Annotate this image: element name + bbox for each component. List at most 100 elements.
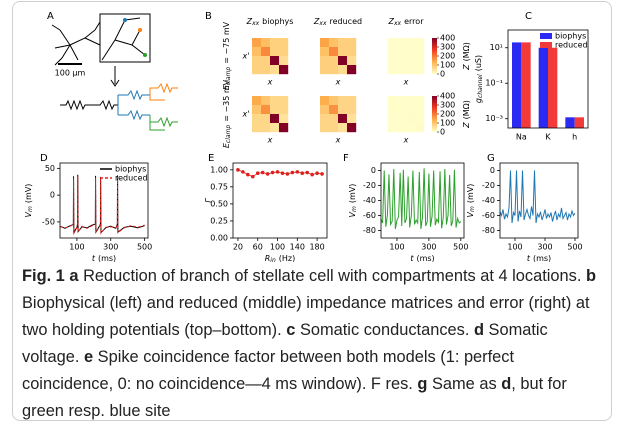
heatmap-cell (397, 65, 407, 75)
series-line (380, 168, 462, 230)
bar (538, 47, 548, 128)
x-tick-label: 60 (253, 243, 263, 252)
marker (310, 172, 314, 177)
label-text: = −75 mV (222, 21, 231, 63)
label-subscript: m (469, 206, 476, 212)
y-tick-label: 10⁻³ (485, 114, 503, 123)
x-tick-label: 20 (233, 243, 243, 252)
branch (101, 17, 146, 61)
caption-text: Somatic conductances. (299, 321, 470, 339)
label-subscript: m (27, 206, 34, 212)
heatmap-cell (329, 38, 339, 48)
heatmap-cell (279, 114, 289, 124)
x-tick-label: Na (516, 133, 527, 142)
marker (255, 171, 260, 176)
colorbar-tick-label: 0 (440, 70, 445, 79)
heatmap-cell (347, 105, 357, 115)
heatmap-cell (252, 38, 262, 48)
heatmap-cell (415, 96, 425, 106)
axis-label: Eclamp = −35 mV (222, 79, 232, 148)
series-line (499, 170, 576, 224)
heatmap-cell (388, 114, 398, 124)
label-text: (mV) (466, 184, 475, 204)
axis-label: Zxx reduced (313, 17, 362, 27)
marker (270, 170, 275, 175)
heatmap-cell (279, 56, 289, 66)
heatmap-cell (329, 123, 339, 133)
label-text: (MΩ) (462, 42, 471, 61)
colorbar-tick-label: 300 (440, 43, 455, 52)
heatmap-cell (397, 38, 407, 48)
heatmap-cell (279, 38, 289, 48)
y-tick-label: 0 (371, 166, 376, 175)
label-symbol: E (222, 84, 231, 90)
panel-label: E (208, 153, 214, 164)
x-tick-label: 300 (103, 243, 118, 252)
heatmap-cell (338, 96, 348, 106)
heatmap-cell (252, 123, 262, 133)
axes-frame (59, 162, 149, 239)
axis-label: t (ms) (92, 254, 116, 263)
marker (280, 171, 285, 176)
caption-bold: d (501, 375, 512, 393)
axis-label: Z (MΩ) (462, 100, 471, 129)
heatmap-cell (320, 105, 330, 115)
axis-label: Vm (mV) (24, 184, 34, 218)
label-symbol: Z (246, 17, 253, 26)
heatmap-cell (270, 56, 280, 66)
label-subscript: clamp (225, 125, 232, 143)
colorbar-tick-label: 300 (440, 101, 455, 110)
heatmap-cell (252, 47, 262, 57)
heatmap-cell (320, 38, 330, 48)
heatmap-cell (329, 47, 339, 57)
x-tick-label: 500 (137, 243, 152, 252)
axis-label: t (ms) (527, 254, 551, 263)
y-tick-label: 0 (490, 166, 495, 175)
caption-text: Biophysical (left) and reduced (middle) … (22, 294, 590, 339)
heatmap-cell (261, 56, 271, 66)
colorbar-tick-label: 100 (440, 61, 455, 70)
caption-text: Spike coincidence factor between both mo… (22, 348, 515, 393)
panel-a-diagram (51, 13, 178, 131)
x-axis-label: x (403, 136, 409, 145)
heatmap-cell (347, 123, 357, 133)
site (138, 28, 142, 32)
x-tick-label: 140 (290, 243, 305, 252)
y-tick-label: -60 (482, 211, 495, 220)
caption-bold: d (473, 321, 484, 339)
scale-bar-label: 100 μm (55, 69, 86, 78)
heatmap-cell (338, 105, 348, 115)
x-axis-label: x (267, 136, 273, 145)
heatmap-cell (329, 114, 339, 124)
inset-box (99, 13, 151, 63)
heatmap-cell (338, 114, 348, 124)
y-tick-label: -20 (482, 181, 495, 190)
y-tick-label: -60 (363, 211, 376, 220)
heatmap-cell (261, 123, 271, 133)
bar (565, 117, 575, 128)
bar (548, 47, 558, 128)
marker (295, 170, 300, 174)
heatmap-cell (320, 65, 330, 75)
axis-label: Vm (mV) (348, 184, 358, 218)
heatmap-cell (329, 65, 339, 75)
label-subscript: xx (318, 20, 327, 27)
colorbar-tick-label: 400 (440, 92, 455, 101)
y-tick-label: 0.00 (210, 234, 228, 243)
y-tick-label: -40 (363, 196, 376, 205)
heatmap-cell (406, 123, 416, 133)
panel-label: A (47, 11, 54, 22)
caption-bold: e (83, 348, 94, 366)
y-tick-label: 10¹ (490, 43, 503, 52)
heatmap-cell (261, 38, 271, 48)
heatmap-cell (397, 114, 407, 124)
bar (574, 117, 584, 128)
heatmap-cell (279, 65, 289, 75)
colorbar-tick-label: 200 (440, 52, 455, 61)
branch-circuit (117, 89, 150, 121)
y-tick-label: 0.25 (210, 216, 228, 225)
colorbar-tick-label: 400 (440, 34, 455, 43)
heatmap-cell (329, 56, 339, 66)
heatmap-cell (347, 47, 357, 57)
